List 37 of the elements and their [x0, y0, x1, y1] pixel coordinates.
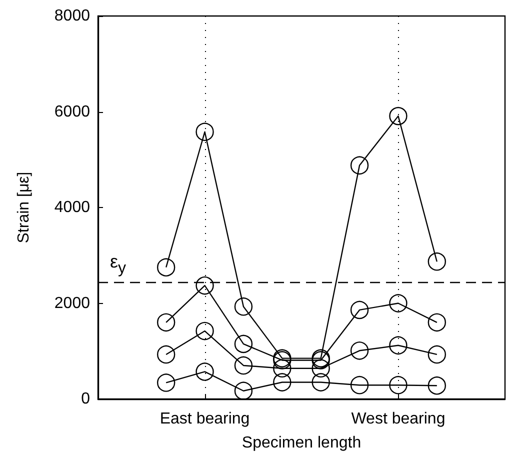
- point: [350, 156, 369, 174]
- y-tick-label: 8000: [54, 8, 90, 24]
- point: [273, 373, 292, 392]
- point: [428, 345, 446, 364]
- x-tick-label: East bearing: [160, 410, 250, 428]
- x-tick-label: West bearing: [351, 410, 446, 428]
- point: [234, 356, 253, 375]
- point: [350, 342, 369, 360]
- point: [157, 313, 176, 332]
- point: [428, 376, 446, 395]
- point: [312, 373, 330, 392]
- y-tick-label: 4000: [54, 199, 90, 216]
- point: [157, 345, 176, 364]
- point: [196, 122, 214, 141]
- point: [234, 298, 253, 316]
- point: [196, 322, 214, 340]
- point: [389, 336, 408, 354]
- point: [389, 106, 408, 126]
- y-tick-label: 6000: [54, 103, 90, 120]
- point: [428, 313, 446, 332]
- point: [389, 376, 408, 394]
- point: [196, 276, 214, 295]
- point: [350, 300, 369, 320]
- x-axis-title: Specimen length: [242, 434, 362, 452]
- point: [196, 362, 214, 381]
- point: [312, 359, 330, 378]
- y-axis-title: Strain [με]: [16, 172, 32, 244]
- point: [428, 252, 446, 271]
- point: [157, 374, 176, 392]
- y-tick-label: 2000: [54, 294, 90, 312]
- point: [157, 258, 176, 276]
- point: [273, 359, 292, 378]
- y-tick-label: 0: [81, 390, 90, 408]
- point: [350, 376, 369, 394]
- point: [234, 334, 253, 354]
- point: [234, 382, 253, 400]
- point: [389, 294, 408, 312]
